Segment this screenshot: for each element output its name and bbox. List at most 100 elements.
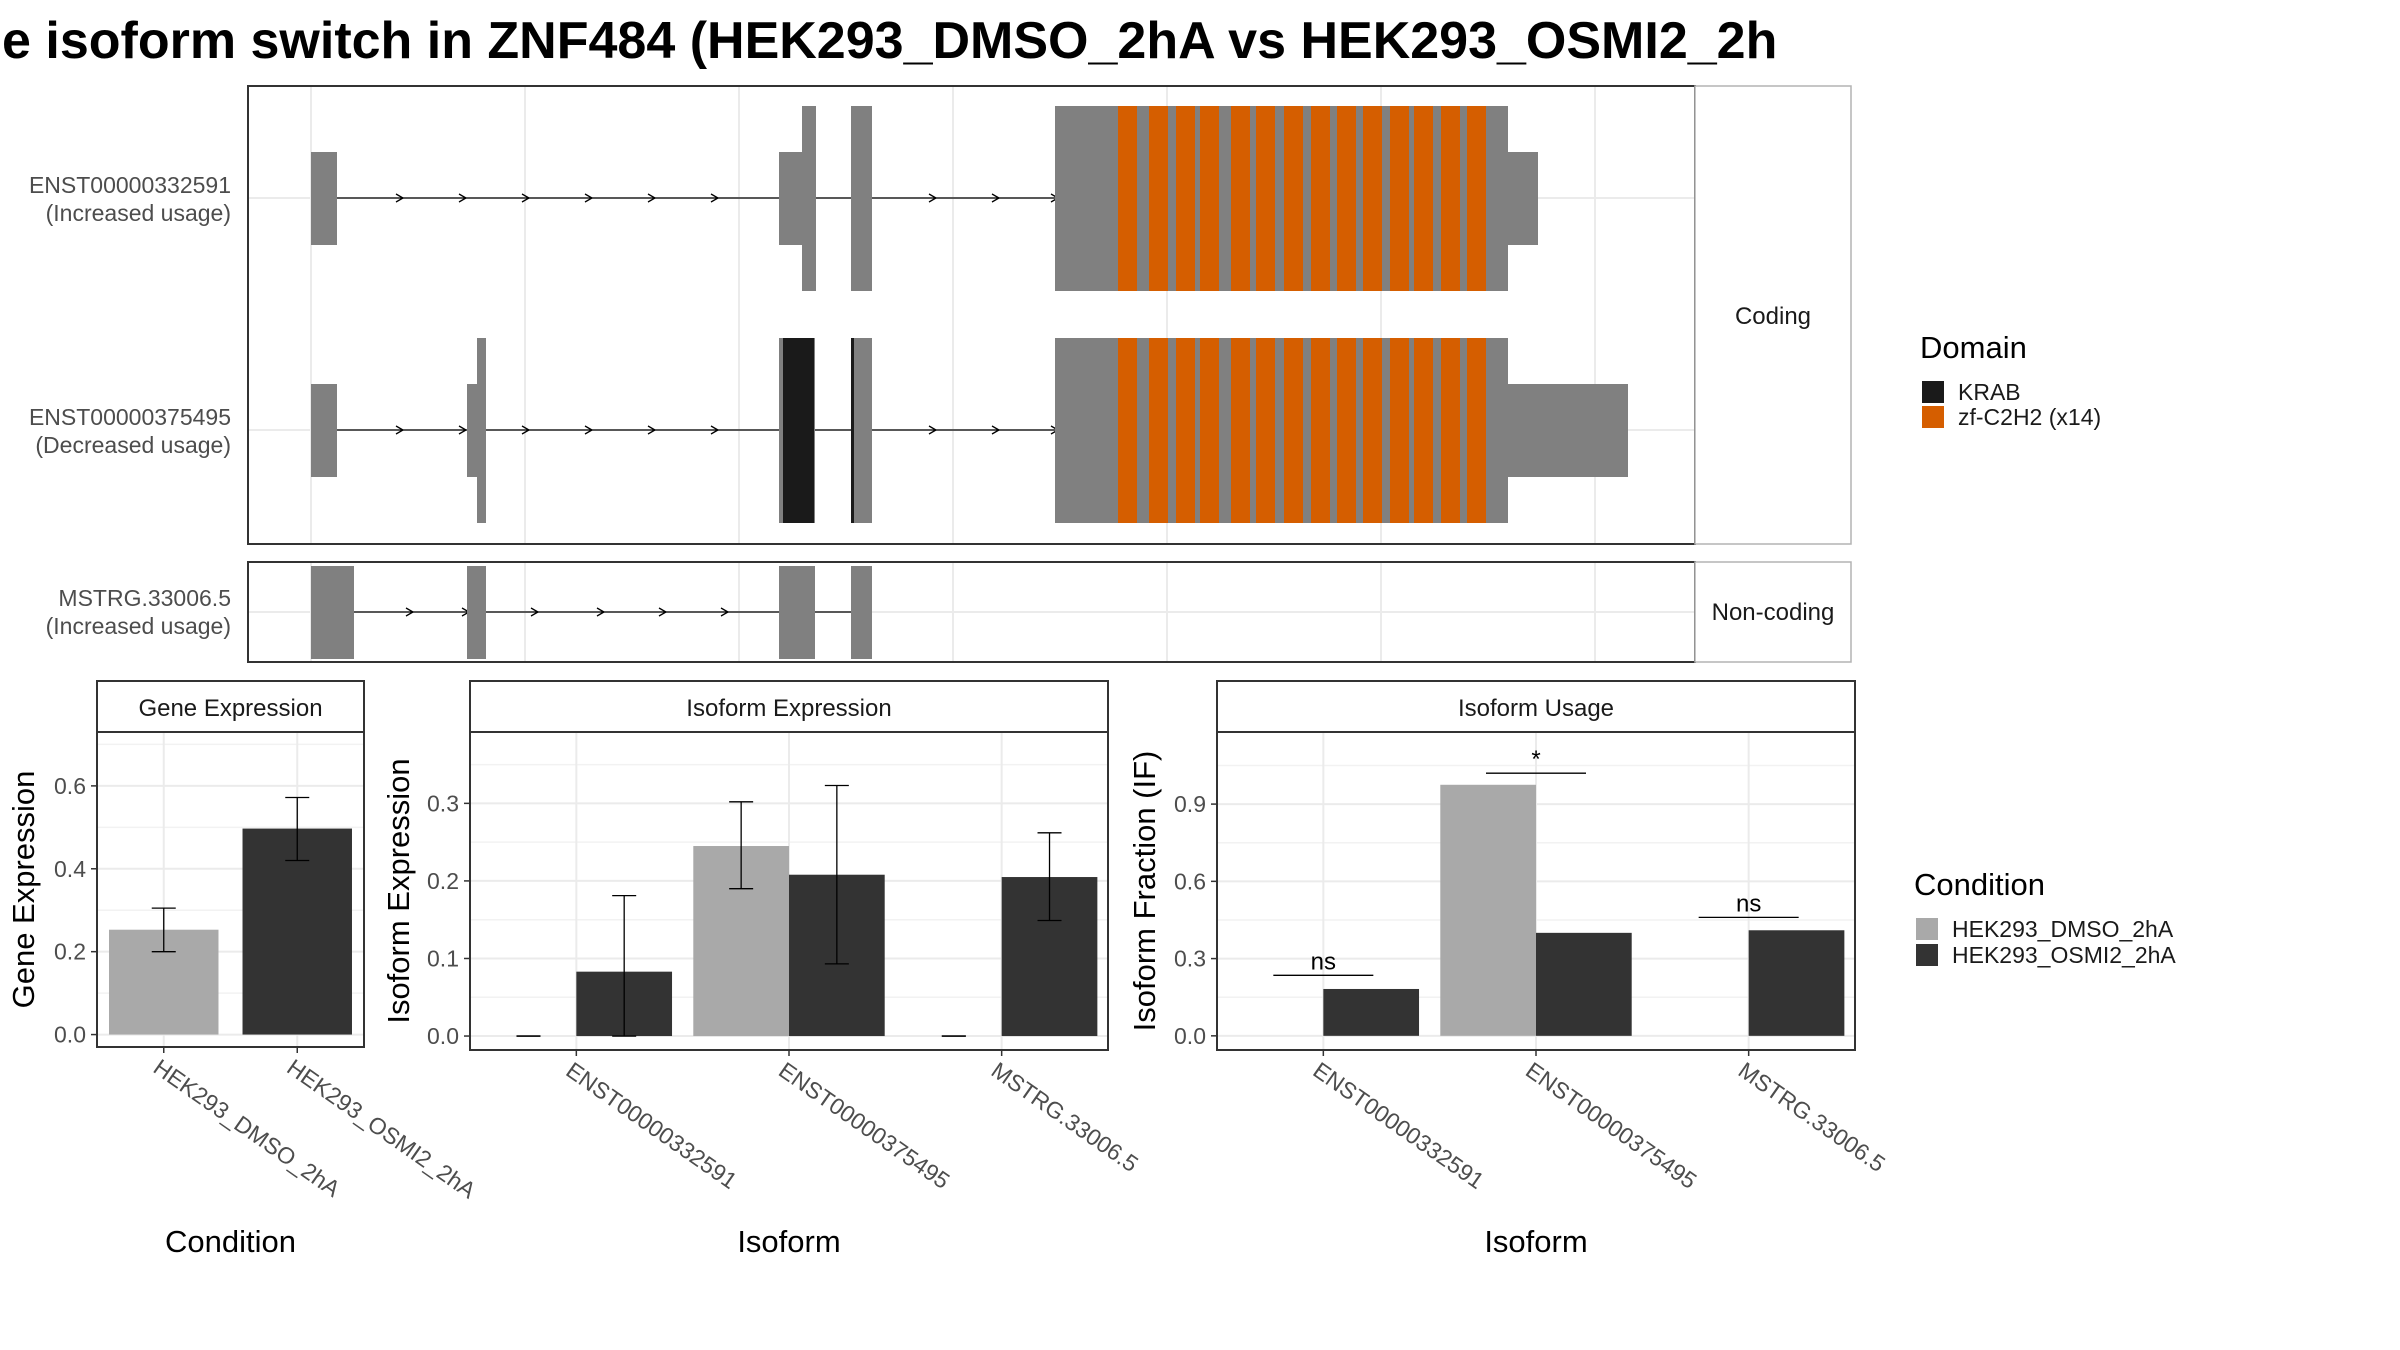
intron-arrow-icon xyxy=(584,425,594,435)
y-tick-label: 0.9 xyxy=(1174,791,1206,817)
intron-arrow-icon xyxy=(521,193,531,203)
x-tick-label: ENST00000332591 xyxy=(561,1057,741,1194)
isoform-1-exon xyxy=(779,152,802,245)
bar xyxy=(1748,930,1845,1036)
zf-c2h2-domain xyxy=(1311,338,1330,523)
krab-swatch xyxy=(1922,381,1944,403)
y-tick-label: 0.4 xyxy=(54,856,86,882)
intron-arrow-icon xyxy=(710,425,720,435)
isoform-2-exon xyxy=(851,338,872,523)
x-axis-title: Isoform xyxy=(737,1224,840,1259)
condition-legend: Condition HEK293_DMSO_2hA HEK293_OSMI2_2… xyxy=(1914,867,2176,968)
intron-arrow-icon xyxy=(647,425,657,435)
isoform-2-exon xyxy=(311,384,337,477)
intron-arrow-icon xyxy=(458,425,468,435)
condition-legend-title: Condition xyxy=(1914,867,2045,902)
structure-coding-panel: Coding ENST xyxy=(29,85,1852,545)
zf-c2h2-domain xyxy=(1467,106,1486,291)
osmi-legend-label: HEK293_OSMI2_2hA xyxy=(1952,942,2176,968)
intron-arrow-icon xyxy=(395,425,405,435)
intron-arrow-icon xyxy=(584,193,594,203)
intron-arrow-icon xyxy=(991,425,1001,435)
isoform-2-krab-domain xyxy=(783,338,814,523)
zf-c2h2-domain xyxy=(1231,338,1250,523)
intron-arrow-icon xyxy=(710,193,720,203)
zf-c2h2-domain xyxy=(1390,106,1409,291)
isoform-3-exon xyxy=(779,566,815,659)
domain-legend: Domain KRAB zf-C2H2 (x14) xyxy=(1920,330,2101,430)
isoform-1-id-label: ENST00000332591 xyxy=(29,172,231,198)
isoform-usage-chart: Isoform Usage ns * ns 0.0 0.3 0.6 0.9 ENST000003… xyxy=(1127,680,1890,1259)
bar xyxy=(1323,988,1420,1036)
isoform-2-id-label: ENST00000375495 xyxy=(29,404,231,430)
isoform-1-exon xyxy=(1508,152,1538,245)
intron-arrow-icon xyxy=(647,193,657,203)
isoform-1-exon xyxy=(311,152,337,245)
zf-c2h2-domain xyxy=(1441,106,1460,291)
intron-arrow-icon xyxy=(458,193,468,203)
isoform-1-intron-arrows xyxy=(395,193,1060,203)
zf-c2h2-domain xyxy=(1414,106,1433,291)
figure-title: e isoform switch in ZNF484 (HEK293_DMSO_… xyxy=(2,12,1777,70)
osmi-swatch xyxy=(1916,944,1938,966)
y-axis-title: Isoform Fraction (IF) xyxy=(1127,751,1162,1032)
intron-arrow-icon xyxy=(720,607,730,617)
isoform-2-usage-label: (Decreased usage) xyxy=(35,432,231,458)
y-tick-label: 0.3 xyxy=(427,790,459,816)
x-tick-label: ENST00000332591 xyxy=(1308,1057,1488,1194)
zf-c2h2-domain xyxy=(1363,106,1382,291)
y-tick-label: 0.6 xyxy=(1174,868,1206,894)
strip-label: Isoform Expression xyxy=(686,695,891,722)
zf-c2h2-domain xyxy=(1256,106,1275,291)
zf-c2h2-domain xyxy=(1337,106,1356,291)
dmso-legend-label: HEK293_DMSO_2hA xyxy=(1952,916,2174,942)
zf-c2h2-domain xyxy=(1467,338,1486,523)
x-tick-label: ENST00000375495 xyxy=(1521,1057,1701,1194)
y-tick-label: 0.0 xyxy=(1174,1023,1206,1049)
zf-c2h2-domain xyxy=(1441,338,1460,523)
strip-label: Gene Expression xyxy=(138,695,322,722)
isoform-2-krab-domain xyxy=(851,338,854,523)
y-axis-title: Isoform Expression xyxy=(381,758,416,1023)
isoform-1-exon xyxy=(802,106,816,291)
isoform-2-exon xyxy=(467,384,477,477)
zf-c2h2-domain xyxy=(1118,338,1137,523)
strip-label: Isoform Usage xyxy=(1458,695,1614,722)
zf-legend-label: zf-C2H2 (x14) xyxy=(1958,404,2101,430)
intron-arrow-icon xyxy=(658,607,668,617)
isoform-3-id-label: MSTRG.33006.5 xyxy=(58,585,231,611)
zf-c2h2-domain xyxy=(1337,338,1356,523)
significance-label: * xyxy=(1531,746,1540,773)
isoform-3-exon xyxy=(311,566,354,659)
y-tick-label: 0.0 xyxy=(54,1022,86,1048)
isoform-2-zf-domains xyxy=(1118,338,1486,523)
coding-strip-label: Coding xyxy=(1735,303,1811,330)
bar xyxy=(242,828,352,1035)
zf-swatch xyxy=(1922,406,1944,428)
zf-c2h2-domain xyxy=(1118,106,1137,291)
zf-c2h2-domain xyxy=(1176,106,1195,291)
significance-label: ns xyxy=(1736,890,1761,917)
intron-arrow-icon xyxy=(530,607,540,617)
intron-arrow-icon xyxy=(928,425,938,435)
isoform-3-exon xyxy=(467,566,486,659)
isoform-3-track xyxy=(311,566,872,659)
zf-c2h2-domain xyxy=(1256,338,1275,523)
zf-c2h2-domain xyxy=(1176,338,1195,523)
coding-strip xyxy=(1694,85,1852,545)
isoform-1-usage-label: (Increased usage) xyxy=(46,200,231,226)
isoform-1-exon xyxy=(851,106,872,291)
zf-c2h2-domain xyxy=(1200,106,1219,291)
isoform-3-usage-label: (Increased usage) xyxy=(46,613,231,639)
significance-label: ns xyxy=(1311,948,1336,975)
krab-legend-label: KRAB xyxy=(1958,379,2021,405)
x-tick-label: MSTRG.33006.5 xyxy=(987,1057,1143,1177)
y-tick-label: 0.0 xyxy=(427,1023,459,1049)
panel-frame xyxy=(96,731,365,1048)
zf-c2h2-domain xyxy=(1390,338,1409,523)
bar xyxy=(1536,932,1632,1036)
x-axis-title: Isoform xyxy=(1484,1224,1587,1259)
noncoding-strip-label: Non-coding xyxy=(1712,599,1835,626)
intron-arrow-icon xyxy=(928,193,938,203)
